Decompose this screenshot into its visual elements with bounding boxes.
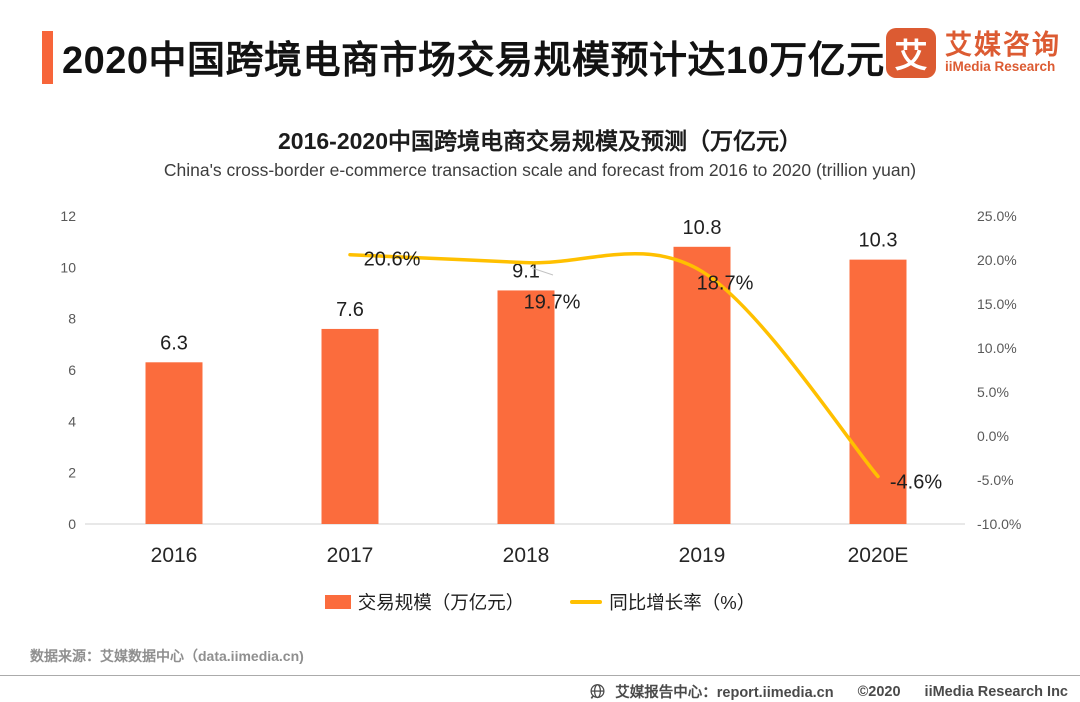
bar-value-label: 7.6 xyxy=(336,299,364,321)
brand-name-en: iiMedia Research xyxy=(945,59,1056,75)
left-axis-tick: 12 xyxy=(60,208,76,224)
right-axis-tick: 20.0% xyxy=(977,252,1017,268)
bar-2018 xyxy=(497,290,555,524)
company-text: iiMedia Research Inc xyxy=(924,683,1068,700)
iimedia-logo-icon: 艾 xyxy=(886,28,936,78)
legend-item-line: 同比增长率（%） xyxy=(570,589,755,615)
right-axis-tick: 25.0% xyxy=(977,208,1017,224)
bar-value-label: 10.8 xyxy=(683,217,722,239)
x-axis-label: 2018 xyxy=(503,544,550,567)
combo-chart: 0 2 4 6 8 10 12 -10.0% -5.0% 0.0% 5.0% 10.0% 15.0% 20… xyxy=(60,208,1021,567)
bar-2017 xyxy=(321,328,379,524)
right-axis-tick: 0.0% xyxy=(977,428,1009,444)
x-axis-label: 2017 xyxy=(327,544,374,567)
page-title: 2020中国跨境电商市场交易规模预计达10万亿元 xyxy=(62,40,885,82)
bar-2019 xyxy=(673,246,731,525)
legend-item-bar: 交易规模（万亿元） xyxy=(324,589,525,615)
growth-value-label: -4.6% xyxy=(890,471,942,493)
globe-report-icon xyxy=(590,684,605,699)
right-axis-tick: 10.0% xyxy=(977,340,1017,356)
footer-divider xyxy=(0,675,1080,676)
footer-report-bar: 艾媒报告中心：report.iimedia.cn ©2020 iiMedia R… xyxy=(589,681,1068,702)
label-leader-line xyxy=(531,267,554,276)
growth-value-label: 19.7% xyxy=(524,292,581,314)
bar-value-label: 10.3 xyxy=(859,230,898,252)
data-source-note: 数据来源：艾媒数据中心（data.iimedia.cn) xyxy=(30,648,304,664)
growth-value-label: 20.6% xyxy=(364,249,421,271)
left-axis-tick: 4 xyxy=(68,413,76,429)
line-series-swatch xyxy=(570,600,603,604)
growth-rate-line xyxy=(348,252,880,479)
brand-text: 艾媒咨询 iiMedia Research xyxy=(945,29,1061,76)
legend-label-bar: 交易规模（万亿元） xyxy=(357,592,525,613)
right-axis-tick: -5.0% xyxy=(977,472,1014,488)
growth-value-label: 18.7% xyxy=(697,272,754,294)
x-axis-label: 2020E xyxy=(848,544,909,567)
left-axis-tick: 8 xyxy=(68,311,76,327)
brand-logo: 艾 艾媒咨询 iiMedia Research xyxy=(886,28,1061,78)
x-axis-label: 2019 xyxy=(679,544,726,567)
right-axis-tick: 5.0% xyxy=(977,384,1009,400)
bar-value-label: 9.1 xyxy=(512,260,540,282)
left-axis-tick: 0 xyxy=(68,516,76,532)
legend-label-line: 同比增长率（%） xyxy=(609,592,756,613)
chart-title: 2016-2020中国跨境电商交易规模及预测（万亿元） xyxy=(278,128,802,154)
report-center-text: 艾媒报告中心：report.iimedia.cn xyxy=(615,685,834,701)
bar-2020E xyxy=(849,259,907,524)
left-axis-tick: 6 xyxy=(68,362,76,378)
bar-value-label: 6.3 xyxy=(160,332,188,354)
brand-name-cn: 艾媒咨询 xyxy=(945,29,1061,60)
left-axis-tick: 10 xyxy=(60,259,76,275)
right-axis-tick: 15.0% xyxy=(977,296,1017,312)
left-axis-tick: 2 xyxy=(68,465,76,481)
header-accent-bar xyxy=(42,31,53,84)
copyright-text: ©2020 xyxy=(857,683,901,700)
chart-subtitle: China's cross-border e-commerce transact… xyxy=(163,160,917,180)
bar-2016 xyxy=(145,362,203,524)
x-axis-label: 2016 xyxy=(151,544,198,567)
chart-legend: 交易规模（万亿元） 同比增长率（%） xyxy=(0,589,1080,615)
bar-series-swatch xyxy=(324,595,351,609)
right-axis-tick: -10.0% xyxy=(977,516,1021,532)
logo-glyph: 艾 xyxy=(894,37,928,74)
